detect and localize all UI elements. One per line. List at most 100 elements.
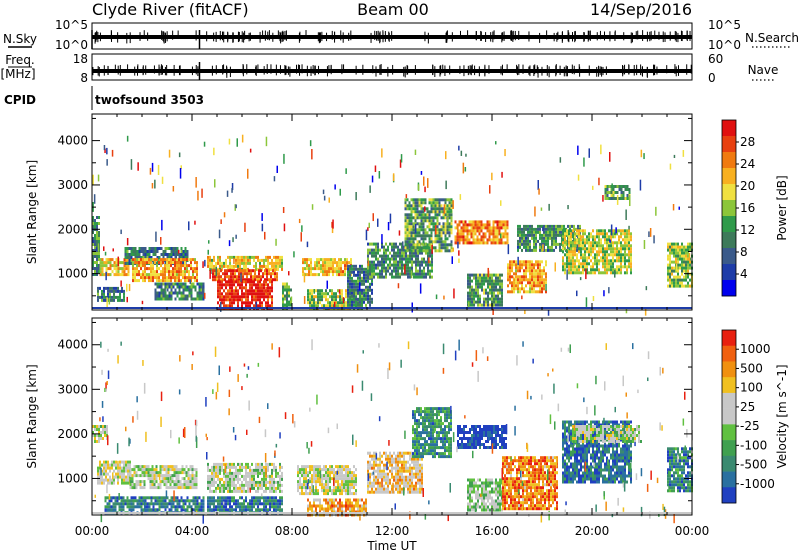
power-echo-cell [572, 262, 574, 266]
power-near-range-echo [340, 307, 342, 309]
power-echo-cell [481, 276, 483, 280]
velocity-echo-cell [106, 428, 108, 431]
power-echo-cell [604, 256, 606, 260]
power-echo-cell [588, 241, 590, 245]
power-echo-cell [308, 264, 310, 268]
power-echo-cell [371, 260, 373, 264]
power-echo-cell [529, 284, 531, 288]
power-echo-cell [470, 223, 473, 227]
power-echo-cell [430, 198, 433, 202]
power-echo-cell [252, 275, 254, 279]
power-echo-cell [190, 276, 192, 280]
power-echo-cell [115, 295, 117, 299]
power-echo-cell [207, 258, 209, 262]
power-echo-cell [499, 285, 501, 289]
power-echo-cell [460, 220, 463, 224]
nsky-trace-spike [539, 32, 541, 43]
power-echo-cell [547, 242, 549, 246]
power-echo-cell [228, 269, 230, 273]
power-echo-cell [377, 245, 379, 249]
power-near-range-echo [422, 307, 424, 309]
power-echo-cell [537, 281, 539, 285]
power-echo-speck [95, 247, 98, 251]
power-echo-cell [257, 283, 259, 287]
power-echo-cell [551, 248, 553, 252]
power-echo-cell [231, 283, 233, 287]
power-echo-cell [307, 295, 309, 299]
power-echo-cell [604, 271, 606, 275]
power-echo-cell [539, 248, 541, 252]
nsky-trace-spike [279, 31, 281, 42]
power-near-range-echo [672, 307, 674, 309]
power-echo-speck [402, 241, 404, 250]
power-echo-cell [434, 204, 437, 208]
power-echo-cell [271, 295, 273, 299]
power-echo-cell [469, 294, 471, 298]
power-echo-cell [198, 294, 201, 298]
power-echo-cell [486, 220, 489, 224]
power-echo-cell [166, 270, 168, 274]
power-echo-cell [186, 279, 188, 283]
power-near-range-echo [526, 307, 528, 309]
power-echo-cell [420, 237, 423, 241]
power-echo-cell [562, 244, 564, 248]
power-echo-cell [130, 250, 133, 253]
power-echo-cell [319, 298, 321, 302]
power-echo-speck [471, 289, 473, 297]
power-echo-cell [150, 258, 152, 262]
power-echo-cell [429, 263, 431, 267]
power-near-range-echo [576, 307, 578, 309]
power-echo-cell [146, 273, 148, 277]
power-echo-cell [310, 264, 312, 268]
nsky-trace-spike [589, 30, 591, 41]
power-near-range-echo [664, 307, 666, 309]
power-echo-cell [416, 249, 419, 253]
power-echo-cell [369, 294, 371, 298]
power-echo-cell [140, 250, 143, 253]
power-echo-cell [425, 263, 427, 267]
power-echo-cell [677, 281, 679, 285]
power-echo-speck [381, 148, 383, 158]
power-echo-cell [602, 250, 604, 254]
power-near-range-echo [378, 307, 380, 309]
power-near-range-echo [294, 307, 296, 309]
power-echo-cell [572, 253, 574, 257]
power-echo-cell [351, 276, 353, 280]
power-near-range-echo [542, 307, 544, 309]
nsky-trace-spike [277, 30, 279, 40]
power-echo-cell [612, 256, 614, 260]
power-echo-cell [172, 273, 174, 277]
power-echo-cell [418, 246, 421, 250]
power-echo-cell [420, 204, 423, 208]
power-echo-cell [339, 292, 341, 296]
power-echo-cell [489, 285, 491, 289]
power-echo-cell [217, 286, 219, 290]
power-echo-cell [304, 258, 306, 262]
power-echo-cell [321, 292, 323, 296]
power-echo-cell [150, 270, 152, 274]
power-echo-cell [347, 285, 349, 289]
power-echo-cell [121, 298, 123, 302]
power-echo-cell [582, 238, 584, 242]
power-echo-cell [365, 285, 367, 289]
power-echo-cell [486, 241, 489, 245]
power-echo-cell [200, 294, 203, 298]
power-echo-cell [170, 282, 173, 286]
power-echo-cell [186, 294, 189, 298]
power-echo-cell [105, 270, 108, 274]
power-echo-cell [214, 272, 216, 276]
power-echo-cell [483, 288, 485, 292]
power-echo-cell [109, 273, 112, 277]
power-echo-cell [367, 254, 369, 258]
power-echo-cell [182, 291, 185, 295]
power-near-range-echo [620, 307, 622, 309]
power-echo-cell [217, 280, 219, 284]
velocity-echo-cell [121, 466, 123, 470]
power-echo-cell [290, 288, 292, 292]
power-echo-cell [535, 272, 537, 276]
power-near-range-echo [152, 307, 154, 309]
power-echo-cell [377, 260, 379, 264]
power-echo-cell [574, 244, 576, 248]
power-echo-cell [279, 264, 281, 268]
power-echo-cell [353, 282, 355, 286]
